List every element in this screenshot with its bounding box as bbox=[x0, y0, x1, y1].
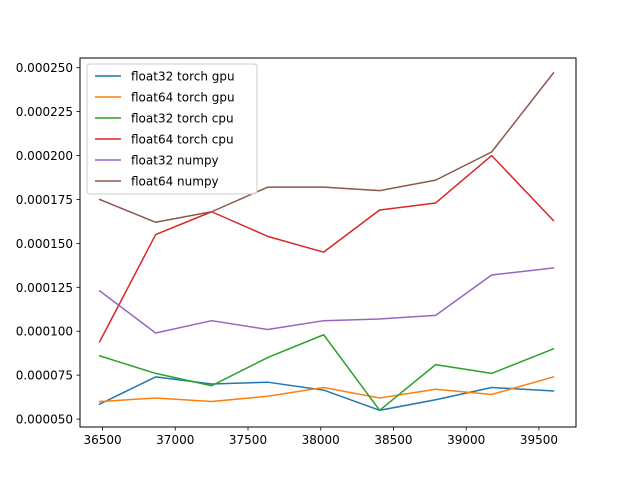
y-tick-label-6: 0.000200 bbox=[16, 149, 73, 163]
series-line-0 bbox=[98, 376, 555, 412]
y-tick-label-2: 0.000100 bbox=[16, 325, 73, 339]
legend: float32 torch gpu float64 torch gpu float3… bbox=[86, 63, 258, 195]
x-tick-label-0: 36500 bbox=[83, 433, 121, 447]
legend-label-1: float64 torch gpu bbox=[131, 91, 235, 105]
series-lines bbox=[98, 71, 555, 412]
series-line-5 bbox=[98, 71, 555, 224]
x-tick-label-1: 37000 bbox=[156, 433, 194, 447]
x-tick-label-6: 39500 bbox=[520, 433, 558, 447]
x-tick-label-3: 38000 bbox=[302, 433, 340, 447]
y-tick-label-4: 0.000150 bbox=[16, 237, 73, 251]
y-tick-label-1: 0.000075 bbox=[16, 369, 73, 383]
x-tick-label-2: 37500 bbox=[229, 433, 267, 447]
legend-label-0: float32 torch gpu bbox=[131, 70, 235, 84]
y-axis: 0.000050 0.000075 0.000100 0.000125 0.000150… bbox=[16, 61, 80, 427]
y-tick-label-7: 0.000225 bbox=[16, 105, 73, 119]
x-axis: 36500 37000 37500 38000 38500 39000 39500 bbox=[83, 427, 558, 447]
legend-label-2: float32 torch cpu bbox=[131, 112, 234, 126]
x-tick-label-4: 38500 bbox=[374, 433, 412, 447]
legend-label-4: float32 numpy bbox=[131, 154, 219, 168]
legend-box bbox=[86, 63, 258, 195]
y-tick-label-0: 0.000050 bbox=[16, 413, 73, 427]
y-tick-label-3: 0.000125 bbox=[16, 281, 73, 295]
series-line-2 bbox=[98, 334, 555, 412]
plot-frame bbox=[79, 57, 577, 428]
series-line-1 bbox=[98, 375, 555, 403]
series-line-4 bbox=[98, 267, 555, 334]
x-tick-label-5: 39000 bbox=[447, 433, 485, 447]
series-line-3 bbox=[98, 154, 555, 343]
legend-label-3: float64 torch cpu bbox=[131, 133, 234, 147]
y-tick-label-8: 0.000250 bbox=[16, 61, 73, 75]
y-tick-label-5: 0.000175 bbox=[16, 193, 73, 207]
legend-label-5: float64 numpy bbox=[131, 175, 219, 189]
